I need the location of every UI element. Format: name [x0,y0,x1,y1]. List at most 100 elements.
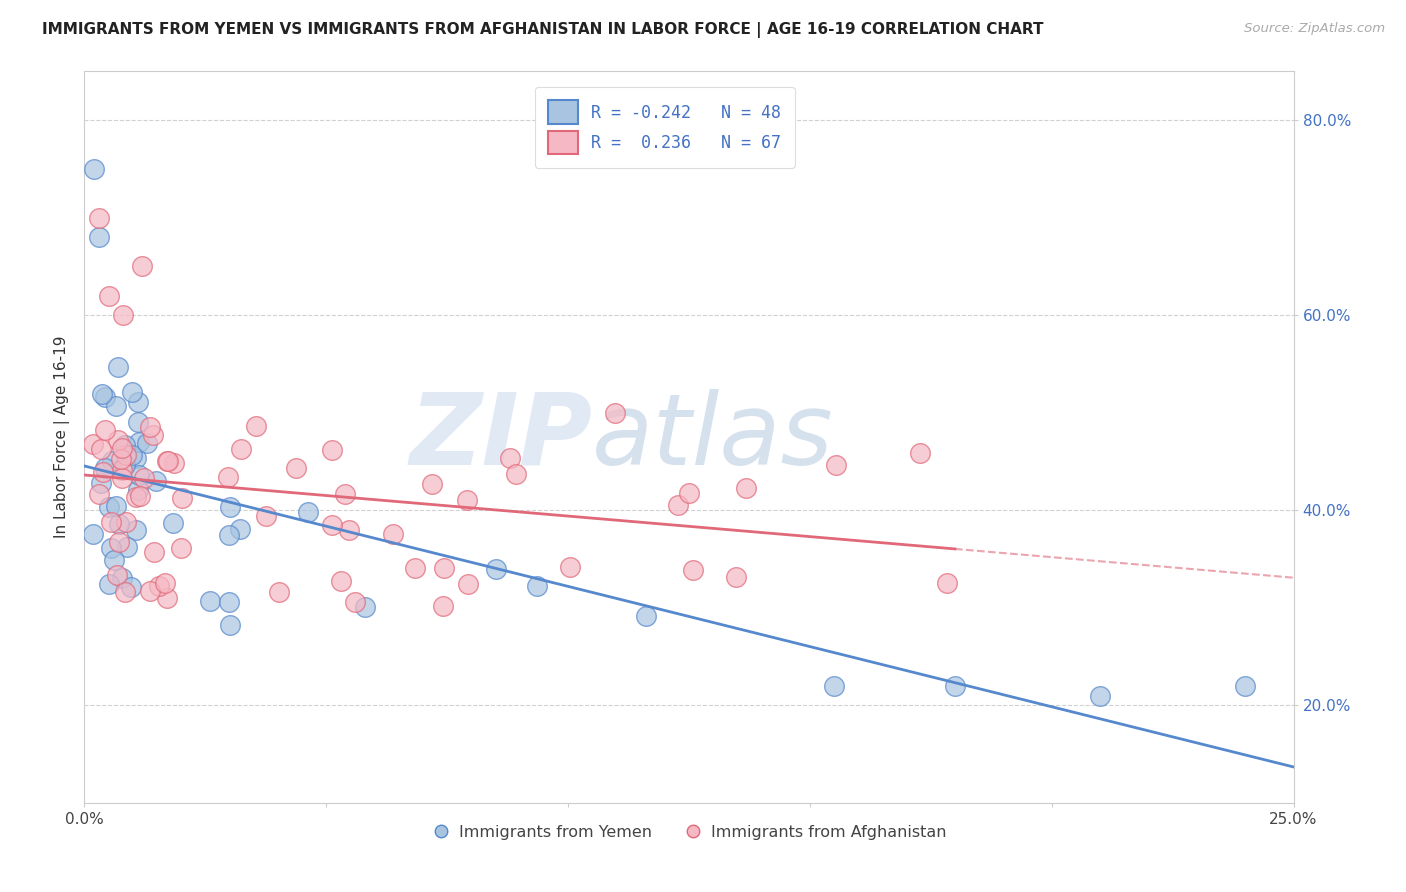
Point [87,487,110,501]
Point [824,458,846,473]
Point [93,461,115,475]
Point [284,460,307,475]
Point [111,571,134,585]
Point [105,499,128,513]
Point [297,505,319,519]
Point [82,437,104,451]
Point [163,456,186,470]
Point [725,569,748,583]
Point [120,581,142,595]
Point [422,476,444,491]
Point [218,617,240,632]
Point [156,454,179,468]
Point [155,591,177,606]
Point [485,562,508,576]
Point [132,471,155,485]
Point [321,518,343,533]
Point [229,522,252,536]
Point [128,467,150,482]
Point [103,553,125,567]
Point [156,454,179,468]
Point [198,594,221,608]
Point [148,579,170,593]
Point [139,584,162,599]
Point [823,679,845,693]
Point [121,384,143,399]
Point [354,600,377,615]
Point [125,491,148,505]
Point [111,462,134,476]
Point [127,395,149,409]
Point [433,561,456,575]
Point [142,427,165,442]
Point [110,451,132,466]
Point [94,423,117,437]
Point [97,500,120,514]
Point [404,560,426,574]
Point [162,516,184,531]
Point [108,517,131,532]
Point [90,442,112,456]
Point [505,467,527,481]
Point [321,443,343,458]
Point [124,451,146,466]
Point [269,584,291,599]
Point [218,595,240,609]
Point [333,487,356,501]
Point [143,545,166,559]
Point [129,489,152,503]
Point [90,476,112,491]
Point [107,433,129,447]
Point [104,399,127,413]
Point [97,288,120,302]
Point [87,211,110,225]
Point [131,260,153,274]
Point [155,575,177,590]
Point [456,493,478,508]
Text: Source: ZipAtlas.com: Source: ZipAtlas.com [1244,22,1385,36]
Point [115,540,138,554]
Point [114,585,136,599]
Point [93,390,115,404]
Point [114,449,136,463]
Point [908,446,931,460]
Point [112,308,135,322]
Point [337,523,360,537]
Point [83,161,105,176]
Point [125,524,148,538]
Point [936,575,959,590]
Point [1088,689,1111,703]
Point [107,535,129,549]
Point [98,577,121,591]
Point [105,568,128,582]
Point [560,560,582,574]
Point [139,420,162,434]
Point [344,595,367,609]
Point [100,541,122,556]
Point [91,465,114,479]
Point [218,528,240,542]
Text: ZIP: ZIP [409,389,592,485]
Point [499,450,522,465]
Point [107,360,129,375]
Point [114,437,136,451]
Point [735,481,758,495]
Point [127,415,149,429]
Y-axis label: In Labor Force | Age 16-19: In Labor Force | Age 16-19 [55,335,70,539]
Point [100,516,122,530]
Text: atlas: atlas [592,389,834,485]
Point [111,441,134,455]
Point [245,419,267,434]
Point [603,406,626,420]
Text: IMMIGRANTS FROM YEMEN VS IMMIGRANTS FROM AFGHANISTAN IN LABOR FORCE | AGE 16-19 : IMMIGRANTS FROM YEMEN VS IMMIGRANTS FROM… [42,22,1043,38]
Point [169,541,191,555]
Point [668,498,690,512]
Point [135,436,157,450]
Point [254,509,277,524]
Point [382,526,405,541]
Point [1234,679,1257,693]
Point [457,577,479,591]
Point [145,474,167,488]
Point [127,483,149,497]
Point [526,579,548,593]
